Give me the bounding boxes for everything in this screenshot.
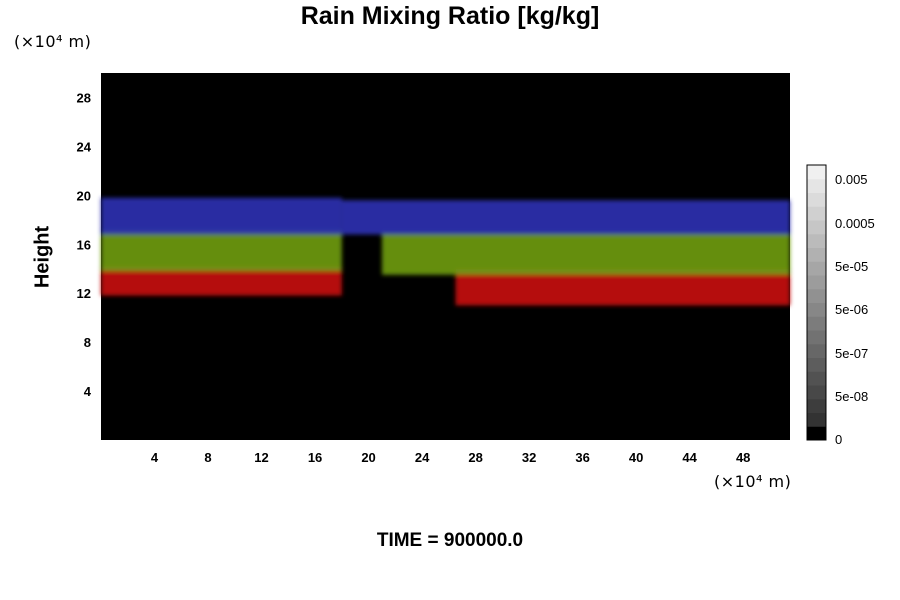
x-tick-label: 16 — [308, 450, 322, 465]
x-tick-label: 40 — [629, 450, 643, 465]
colorbar-label: 0.0005 — [835, 216, 875, 231]
y-tick-label: 24 — [77, 139, 92, 154]
y-tick-label: 20 — [77, 188, 91, 203]
time-label: TIME = 900000.0 — [376, 530, 524, 551]
y-tick-label: 28 — [77, 90, 91, 105]
colorbar-level — [807, 330, 826, 345]
colorbar-label: 5e-06 — [835, 302, 868, 317]
colorbar-level — [807, 192, 826, 207]
colorbar-level — [807, 398, 826, 413]
colorbar-level — [807, 288, 826, 303]
colorbar-frame — [806, 164, 827, 441]
y-tick-label: 12 — [77, 286, 91, 301]
colorbar-level — [807, 385, 826, 400]
x-tick-label: 4 — [151, 450, 159, 465]
colorbar-level — [807, 220, 826, 235]
x-axis: 4 8 12 16 20 24 28 32 36 40 44 48 — [151, 435, 750, 465]
colorbar-level — [807, 316, 826, 331]
colorbar-level — [807, 275, 826, 290]
layer-band-2-0 — [101, 197, 342, 235]
x-tick-label: 24 — [415, 450, 430, 465]
x-tick-label: 44 — [682, 450, 697, 465]
colorbar-level — [807, 357, 826, 372]
x-tick-label: 36 — [575, 450, 589, 465]
colorbar-level — [807, 233, 826, 248]
y-axis-unit: (×10⁴ m) — [14, 32, 92, 51]
colorbar-level — [807, 206, 826, 221]
colorbar-level — [807, 343, 826, 358]
colorbar-level — [807, 261, 826, 276]
colorbar-level — [807, 412, 826, 427]
colorbar-level — [807, 426, 826, 441]
colorbar-level — [807, 247, 826, 262]
colorbar-label: 5e-05 — [835, 259, 868, 274]
colorbar-label: 5e-08 — [835, 389, 868, 404]
layer-band-1-1 — [381, 232, 790, 275]
colorbar-label: 5e-07 — [835, 346, 868, 361]
colorbar-level — [807, 302, 826, 317]
layer-band-2-1 — [341, 200, 790, 235]
y-tick-label: 16 — [77, 237, 91, 252]
x-tick-label: 12 — [254, 450, 268, 465]
colorbar-label: 0.005 — [835, 172, 868, 187]
y-tick-label: 4 — [84, 384, 92, 399]
x-tick-label: 20 — [361, 450, 375, 465]
colorbar-label: 0 — [835, 432, 842, 447]
chart-title: Rain Mixing Ratio [kg/kg] — [300, 2, 600, 30]
x-axis-unit: (×10⁴ m) — [714, 472, 792, 491]
colorbar-level — [807, 178, 826, 193]
x-tick-label: 48 — [736, 450, 750, 465]
colorbar-level — [807, 371, 826, 386]
y-tick-label: 8 — [84, 335, 91, 350]
colorbar: 0.005 0.0005 5e-05 5e-06 5e-07 5e-08 0 — [806, 164, 875, 447]
x-tick-label: 8 — [204, 450, 211, 465]
x-tick-label: 28 — [468, 450, 482, 465]
y-axis: 4 8 12 16 20 24 28 — [77, 90, 92, 399]
field-layers — [101, 197, 790, 306]
layer-band-1-0 — [101, 229, 342, 272]
x-tick-label: 32 — [522, 450, 536, 465]
colorbar-level — [807, 165, 826, 180]
